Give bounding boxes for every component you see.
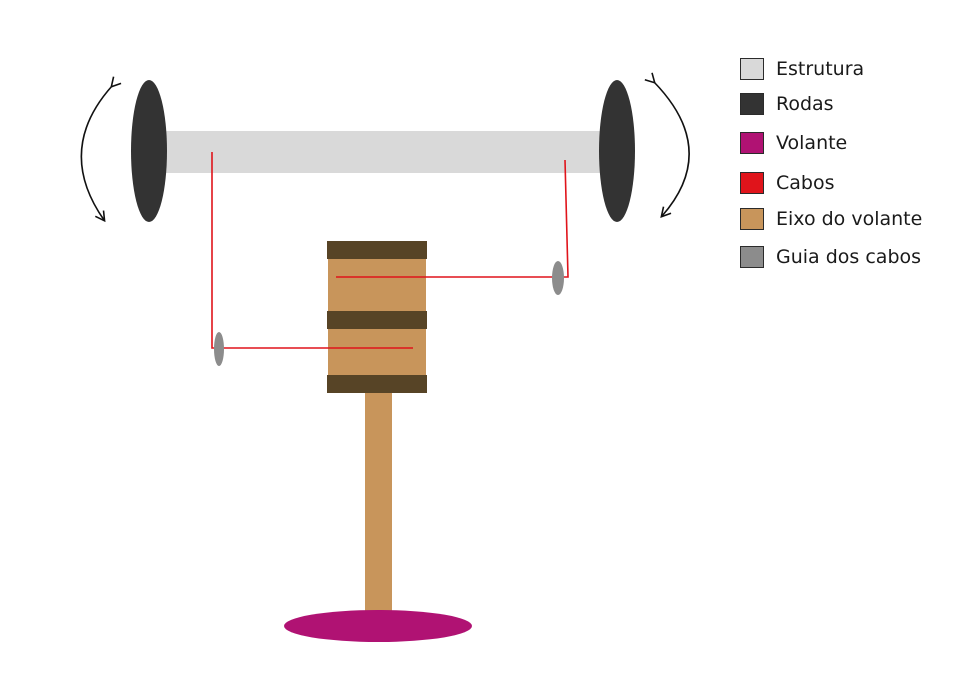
- structure-axle: [150, 131, 618, 173]
- right-cable: [336, 159, 569, 278]
- legend-label: Estrutura: [776, 58, 865, 80]
- legend-item-wheels: Rodas: [740, 91, 834, 117]
- legend-label: Rodas: [776, 93, 834, 115]
- left-rotation-arrow-icon: [80, 76, 122, 223]
- legend-swatch: [740, 58, 764, 80]
- left-wheel: [131, 80, 167, 222]
- legend-swatch: [740, 132, 764, 154]
- legend-swatch: [740, 93, 764, 115]
- legend-label: Volante: [776, 132, 848, 154]
- shaft-band-bottom: [327, 375, 427, 393]
- legend-item-structure: Estrutura: [740, 56, 864, 82]
- legend-item-cable-guides: Guia dos cabos: [740, 244, 921, 270]
- left-cable-guide: [214, 332, 224, 366]
- right-rotation-arrow-icon: [644, 72, 690, 218]
- legend-swatch: [740, 172, 764, 194]
- shaft-band-middle: [327, 311, 427, 329]
- right-cable-guide: [552, 261, 564, 295]
- legend-item-steering-wheel: Volante: [740, 130, 847, 156]
- legend-label: Cabos: [776, 172, 835, 194]
- shaft-band-top: [327, 241, 427, 259]
- legend-item-cables: Cabos: [740, 170, 835, 196]
- left-cable: [211, 152, 413, 349]
- steering-column: [365, 390, 392, 612]
- legend-label: Guia dos cabos: [776, 246, 922, 268]
- legend-label: Eixo do volante: [776, 208, 923, 230]
- right-wheel: [599, 80, 635, 222]
- legend-item-steering-shaft: Eixo do volante: [740, 206, 922, 232]
- steering-wheel: [284, 610, 472, 642]
- legend-swatch: [740, 246, 764, 268]
- legend-swatch: [740, 208, 764, 230]
